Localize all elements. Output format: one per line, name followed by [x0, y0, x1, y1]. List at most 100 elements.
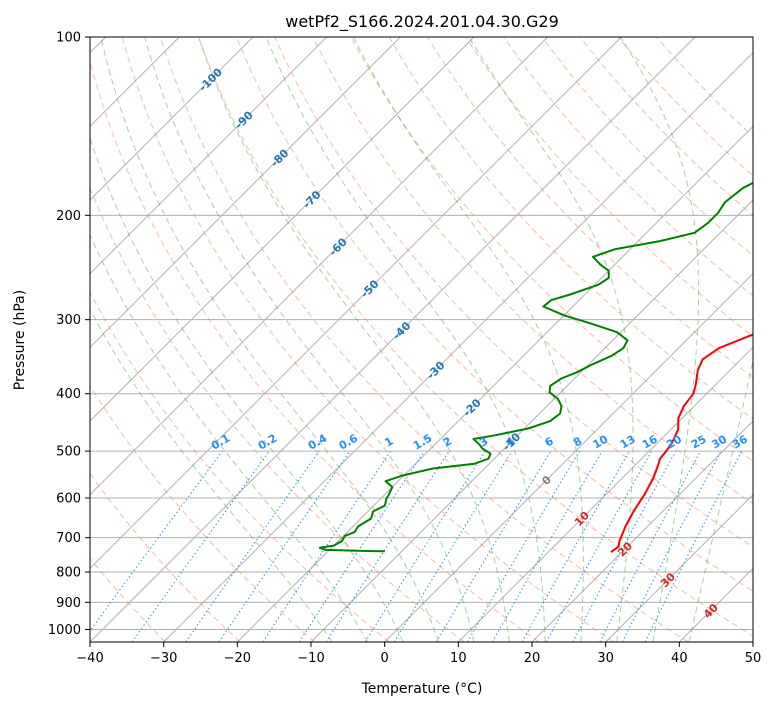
dry-adiabat-line [121, 37, 614, 642]
y-tick-label: 200 [56, 209, 81, 224]
mixing-ratio-line [435, 450, 552, 642]
y-tick-label: 1000 [48, 623, 81, 638]
y-tick-label: 300 [56, 313, 81, 328]
mixing-ratio-label: 8 [571, 435, 584, 450]
mixing-ratio-line [599, 450, 701, 642]
x-axis-title: Temperature (°C) [361, 681, 483, 697]
moist-adiabat-line [198, 37, 510, 642]
x-axis: −40 −30 −20 −10 0 10 20 30 40 50 [76, 642, 761, 666]
isotherm-line [90, 37, 328, 275]
isotherm-line [457, 346, 753, 642]
x-tick-label: −30 [150, 651, 177, 666]
moist-adiabat-line [352, 37, 584, 642]
isotherm-line [384, 272, 753, 642]
mixing-ratio-line [298, 450, 425, 642]
isotherm-line [90, 37, 549, 496]
mixing-ratio-label: 2 [441, 435, 454, 450]
moist-adiabat-line [90, 308, 333, 642]
mixing-ratio-line [644, 450, 743, 642]
x-tick-label: 30 [597, 651, 614, 666]
y-axis-title: Pressure (hPa) [12, 290, 28, 390]
x-tick-label: 40 [671, 651, 688, 666]
isotherm-label: -20 [461, 396, 484, 419]
mixing-ratio-line [218, 450, 351, 642]
isotherm-label: -60 [327, 235, 350, 258]
mixing-ratio-line [325, 450, 450, 642]
mixing-ratio-label: 16 [640, 432, 660, 451]
moist-adiabat-line [90, 233, 369, 642]
y-tick-label: 500 [56, 445, 81, 460]
isotherm-label: -70 [300, 188, 323, 211]
x-tick-label: 20 [524, 651, 541, 666]
mixing-ratio-line [131, 450, 270, 642]
mixing-ratio-line [185, 450, 320, 642]
y-tick-label: 700 [56, 531, 81, 546]
mixing-ratio-line [393, 450, 513, 642]
isotherm-line [90, 37, 401, 349]
plot-area: 0.1 0.2 0.4 0.6 1 1.5 2 3 4 6 8 10 13 16 20 25 30 36-100-… [89, 36, 754, 643]
isotherm-line [531, 420, 753, 642]
dry-adiabat-line [90, 472, 241, 642]
chart-title: wetPf2_S166.2024.201.04.30.G29 [285, 12, 559, 32]
dry-adiabat-line [350, 37, 753, 462]
dry-adiabat-line [655, 37, 753, 138]
dry-adiabat-line [617, 37, 753, 177]
isotherm-line [90, 37, 622, 570]
isotherm-line [310, 199, 753, 642]
moist-adiabat-line [100, 37, 439, 642]
y-axis: 1000 900 800 700 600 500 400 300 200 100 [48, 31, 90, 638]
dry-adiabat-line [197, 37, 753, 637]
mixing-ratio-line [90, 450, 223, 632]
isotherm-line [678, 567, 753, 642]
mixing-ratio-label: 36 [730, 432, 750, 451]
dry-adiabat-line [90, 557, 166, 642]
plot-frame [89, 36, 754, 643]
dry-adiabat-line [90, 186, 465, 642]
moist-adiabat-line [265, 37, 546, 642]
x-tick-label: −40 [76, 651, 103, 666]
moist-adiabat-line [620, 37, 700, 642]
isotherm-line [163, 51, 753, 642]
mixing-ratio-label: 30 [709, 432, 729, 451]
isotherm-label: -80 [268, 146, 291, 169]
dry-adiabat-line [159, 37, 689, 642]
x-tick-label: 50 [745, 651, 762, 666]
y-tick-label: 800 [56, 566, 81, 581]
isotherm-line [90, 37, 696, 642]
mixing-ratio-line [545, 450, 653, 642]
mixing-ratio-line [572, 450, 677, 642]
mixing-ratio-label: 6 [543, 434, 556, 449]
isotherm-line [752, 641, 753, 642]
mixing-ratio-line [364, 450, 486, 642]
dry-adiabat-line [236, 37, 753, 592]
mixing-ratio-line [521, 450, 630, 642]
dry-adiabat-line [503, 37, 753, 297]
x-tick-label: −20 [224, 651, 251, 666]
mixing-ratio-label: 25 [689, 433, 709, 452]
temperature-profile-line [610, 333, 753, 553]
mixing-ratio-label: 13 [618, 433, 638, 452]
mixing-ratio-label: 1.5 [411, 432, 434, 453]
mixing-ratio-label: 10 [591, 432, 611, 451]
dry-adiabat-line [541, 37, 753, 257]
dry-adiabat-line [388, 37, 753, 420]
x-tick-label: −10 [297, 651, 324, 666]
isotherm-line [90, 37, 475, 422]
isotherm-label: 40 [701, 601, 721, 621]
x-tick-label: 10 [450, 651, 467, 666]
moist-adiabat-line [144, 37, 475, 642]
isotherm-line [605, 493, 753, 642]
dewpoint-profile-line [318, 181, 753, 553]
dry-adiabat-line [90, 59, 540, 642]
dry-adiabat-line [274, 37, 753, 548]
mixing-ratio-label: 0.1 [209, 432, 232, 453]
y-tick-label: 100 [56, 31, 81, 46]
y-tick-label: 600 [56, 492, 81, 507]
moist-adiabat-line [688, 358, 753, 642]
mixing-ratio-label: 1 [382, 435, 395, 450]
y-tick-label: 400 [56, 387, 81, 402]
x-tick-label: 0 [381, 651, 389, 666]
isotherm-label: 30 [658, 570, 678, 590]
dry-adiabat-line [90, 384, 316, 642]
